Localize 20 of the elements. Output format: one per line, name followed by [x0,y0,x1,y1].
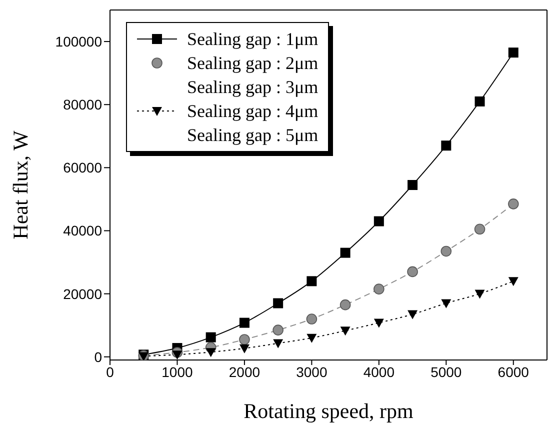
y-tick-label: 80000 [63,96,102,113]
y-tick-label: 60000 [63,160,102,176]
legend-label: Sealing gap : 1μm [187,28,318,51]
x-axis-title: Rotating speed, rpm [244,399,414,423]
legend-label: Sealing gap : 2μm [187,52,318,75]
x-tick-label: 2000 [228,364,260,380]
x-tick-label: 6000 [498,364,530,380]
text: Sealing gap : 5μm [187,124,318,147]
legend-label: Sealing gap : 4μm [187,100,318,123]
text: Sealing gap : 3μm [187,76,318,99]
x-tick-label: 0 [106,364,114,380]
x-tick-label: 5000 [430,364,462,380]
y-axis-title: Heat flux, W [8,130,32,240]
y-tick-label: 40000 [63,222,102,239]
y-tick-label: 20000 [63,286,102,302]
y-tick-label: 100000 [55,34,102,50]
y-tick-label: 0 [94,348,102,365]
x-tick-label: 1000 [162,364,194,380]
x-tick-label: 4000 [363,364,395,380]
x-tick-label: 3000 [296,364,328,380]
